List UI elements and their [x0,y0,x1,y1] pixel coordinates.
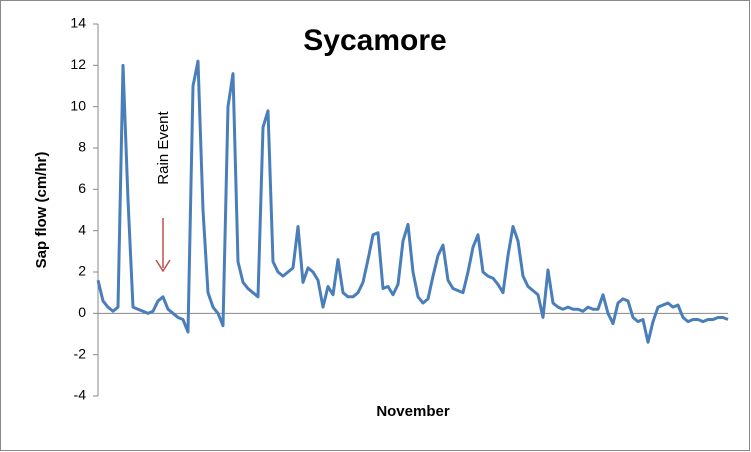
y-tick-label: 6 [78,180,86,196]
data-line [96,59,729,344]
y-tick-label: 12 [70,56,86,72]
y-tick-label: 2 [78,263,86,279]
y-axis-label: Sap flow (cm/hr) [33,152,50,269]
annotation: Rain Event [155,110,172,184]
y-tick-label: 14 [70,15,86,31]
y-tick-label: -2 [74,345,87,361]
y-tick-label: 0 [78,304,86,320]
chart-title: Sycamore [303,24,446,57]
y-tick-label: -4 [74,387,87,403]
y-tick-label: 4 [78,221,86,237]
y-tick-label: 10 [70,97,86,113]
y-tick-label: 8 [78,139,86,155]
x-axis-label: November [376,403,450,420]
annotation-arrowhead [155,259,171,273]
